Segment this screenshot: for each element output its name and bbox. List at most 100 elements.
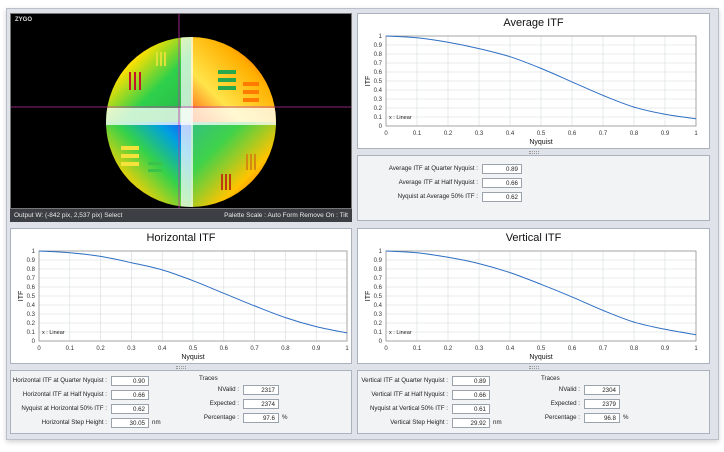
status-left: Output W: (-842 pix, 2,537 pix) Select xyxy=(14,212,123,219)
y-tick-label: 0.7 xyxy=(374,276,383,282)
splitter-grip[interactable] xyxy=(176,366,186,369)
itf-curve xyxy=(38,250,348,334)
splitter-grip[interactable] xyxy=(529,366,539,369)
x-tick-label: 0.9 xyxy=(661,346,670,352)
horizontal-percentage-field[interactable]: 97.6 xyxy=(243,412,279,423)
status-right: Palette Scale : Auto Form Remove On : Ti… xyxy=(224,212,348,219)
x-tick-label: 0.8 xyxy=(281,346,290,352)
y-tick-label: 0.7 xyxy=(374,61,383,67)
y-tick-label: 0.3 xyxy=(27,312,36,318)
vertical-step-field[interactable]: 29.92 xyxy=(452,417,490,428)
x-tick-label: 0.1 xyxy=(413,131,422,137)
y-tick-label: 0.5 xyxy=(374,294,383,300)
average-quarter-label: Average ITF at Quarter Nyquist : xyxy=(388,165,478,172)
y-tick-label: 1 xyxy=(32,249,36,255)
splitter-grip[interactable] xyxy=(529,151,539,154)
vertical-quarter-label: Vertical ITF at Quarter Nyquist : xyxy=(361,377,448,384)
scale-note: x : Linear xyxy=(42,330,65,336)
horizontal-itf-chart[interactable]: 0 0.1 0.2 0.3 0.4 0.5 0.6 0.7 0.8 0.9 1 0 0.1 0.2 0.3 0… xyxy=(11,229,351,363)
vertical-nvalid-field[interactable]: 2304 xyxy=(584,384,620,395)
y-tick-label: 0.9 xyxy=(374,258,383,264)
average-fifty-field[interactable]: 0.62 xyxy=(482,191,522,202)
itf-curve xyxy=(385,250,697,336)
x-tick-label: 0.2 xyxy=(444,346,453,352)
average-itf-panel: Average ITF 0 0.1 0.2 0.3 0.4 0.5 0.6 0.7 0.8 0.9… xyxy=(357,13,710,149)
vertical-itf-chart[interactable]: 0 0.1 0.2 0.3 0.4 0.5 0.6 0.7 0.8 0.9 1 0 0.1 0.2 0.3 0… xyxy=(358,229,709,363)
x-tick-label: 0.6 xyxy=(568,346,577,352)
x-tick-label: 0 xyxy=(384,346,388,352)
y-tick-label: 0.8 xyxy=(374,267,383,273)
bar-targets xyxy=(121,52,259,190)
x-tick-label: 0.3 xyxy=(475,131,484,137)
vertical-quarter-field[interactable]: 0.89 xyxy=(452,375,490,386)
y-tick-label: 0.7 xyxy=(27,276,36,282)
average-itf-chart[interactable]: 0 0.1 0.2 0.3 0.4 0.5 0.6 0.7 0.8 0.9 1 0 0.1 0.2 0.3 0… xyxy=(358,14,709,148)
x-tick-label: 1 xyxy=(345,346,349,352)
y-tick-label: 0.4 xyxy=(374,88,383,94)
average-params-panel: Average ITF at Quarter Nyquist : 0.89 Av… xyxy=(357,155,710,221)
horizontal-half-label: Horizontal ITF at Half Nyquist : xyxy=(22,391,107,398)
average-quarter-field[interactable]: 0.89 xyxy=(482,163,522,174)
vertical-half-label: Vertical ITF at Half Nyquist : xyxy=(371,391,448,398)
y-axis-label: ITF xyxy=(365,76,372,87)
horizontal-step-label: Horizontal Step Height : xyxy=(41,419,107,426)
y-axis-label: ITF xyxy=(365,291,372,302)
x-axis-label: Nyquist xyxy=(529,354,552,361)
vertical-params-panel: Vertical ITF at Quarter Nyquist : 0.89 V… xyxy=(357,370,710,434)
y-tick-label: 0.2 xyxy=(374,106,383,112)
x-axis-label: Nyquist xyxy=(529,139,552,146)
horizontal-fifty-label: Nyquist at Horizontal 50% ITF : xyxy=(21,405,107,412)
y-tick-label: 0.3 xyxy=(374,97,383,103)
x-tick-label: 0.4 xyxy=(506,346,515,352)
horizontal-fifty-field[interactable]: 0.62 xyxy=(111,403,149,414)
surface-map-image[interactable] xyxy=(11,14,352,209)
y-tick-label: 0 xyxy=(32,339,36,345)
y-tick-label: 1 xyxy=(379,34,383,40)
vertical-step-unit: nm xyxy=(493,419,502,426)
vertical-half-field[interactable]: 0.66 xyxy=(452,389,490,400)
x-tick-label: 0.9 xyxy=(312,346,321,352)
horizontal-quarter-label: Horizontal ITF at Quarter Nyquist : xyxy=(12,377,107,384)
horizontal-expected-field[interactable]: 2374 xyxy=(243,398,279,409)
y-tick-label: 0.3 xyxy=(374,312,383,318)
horizontal-percentage-label: Percentage : xyxy=(203,414,239,421)
y-tick-label: 1 xyxy=(379,249,383,255)
y-tick-label: 0.8 xyxy=(374,52,383,58)
plot-area xyxy=(385,250,697,342)
average-fifty-label: Nyquist at Average 50% ITF : xyxy=(397,193,478,200)
horizontal-quarter-field[interactable]: 0.90 xyxy=(111,375,149,386)
horizontal-nvalid-field[interactable]: 2317 xyxy=(243,384,279,395)
y-tick-label: 0.4 xyxy=(374,303,383,309)
y-tick-label: 0.5 xyxy=(374,79,383,85)
test-target-disk xyxy=(106,37,276,207)
horizontal-percentage-unit: % xyxy=(282,414,288,421)
y-tick-label: 0.1 xyxy=(374,115,383,121)
vertical-fifty-label: Nyquist at Vertical 50% ITF : xyxy=(369,405,448,412)
horizontal-half-field[interactable]: 0.66 xyxy=(111,389,149,400)
vertical-itf-title: Vertical ITF xyxy=(505,232,562,244)
status-bar: Output W: (-842 pix, 2,537 pix) Select P… xyxy=(10,209,352,222)
vertical-fifty-field[interactable]: 0.61 xyxy=(452,403,490,414)
y-tick-label: 0.8 xyxy=(27,267,36,273)
y-tick-label: 0 xyxy=(379,339,383,345)
surface-map-view[interactable]: ZYGO xyxy=(10,13,352,209)
x-tick-label: 0.3 xyxy=(475,346,484,352)
x-tick-label: 0 xyxy=(384,131,388,137)
y-tick-label: 0.9 xyxy=(374,43,383,49)
plot-area xyxy=(385,35,697,127)
vertical-traces-title: Traces xyxy=(541,375,560,382)
vertical-percentage-field[interactable]: 96.8 xyxy=(584,412,620,423)
y-tick-label: 0.6 xyxy=(374,285,383,291)
horizontal-step-field[interactable]: 30.05 xyxy=(111,417,149,428)
x-tick-label: 0.8 xyxy=(630,131,639,137)
zygo-logo: ZYGO xyxy=(15,17,33,23)
horizontal-expected-label: Expected : xyxy=(209,400,239,407)
x-tick-label: 0.8 xyxy=(630,346,639,352)
vertical-expected-field[interactable]: 2379 xyxy=(584,398,620,409)
x-tick-label: 0.2 xyxy=(444,131,453,137)
scale-note: x : Linear xyxy=(389,115,412,121)
vertical-expected-label: Expected : xyxy=(550,400,580,407)
average-half-field[interactable]: 0.66 xyxy=(482,177,522,188)
plot-area xyxy=(38,250,348,342)
x-tick-label: 0.7 xyxy=(599,131,608,137)
